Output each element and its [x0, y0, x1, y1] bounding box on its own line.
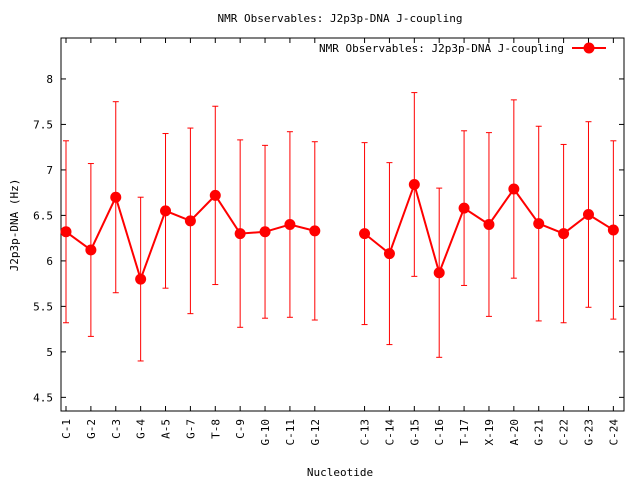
y-tick-label: 5 [46, 346, 53, 359]
data-point [259, 226, 271, 238]
data-point [234, 228, 246, 240]
x-tick-label: T-17 [458, 419, 471, 446]
y-tick-label: 8 [46, 73, 53, 86]
x-tick-label: T-8 [209, 419, 222, 439]
y-axis: 4.5 5 5.5 6 6.5 7 7.5 8 [33, 73, 624, 404]
x-tick-label: C-9 [234, 419, 247, 439]
data-point [85, 244, 97, 256]
series-points [60, 178, 619, 285]
x-tick-label: G-23 [582, 419, 595, 446]
x-tick-label: A-20 [508, 419, 521, 446]
x-axis: C-1 G-2 C-3 G-4 A-5 G-7 T-8 C-9 G-10 C-11 G-12 C-13… [60, 38, 620, 446]
legend: NMR Observables: J2p3p-DNA J-coupling [319, 42, 606, 55]
data-point [110, 191, 122, 203]
data-point [135, 273, 147, 285]
data-point [433, 267, 445, 279]
data-point [582, 208, 594, 220]
data-point [533, 218, 545, 230]
y-tick-label: 6.5 [33, 209, 53, 222]
data-point [558, 228, 570, 240]
x-tick-label: G-7 [184, 419, 197, 439]
legend-marker [583, 42, 595, 54]
data-point [184, 215, 196, 227]
legend-label: NMR Observables: J2p3p-DNA J-coupling [319, 42, 564, 55]
chart-title: NMR Observables: J2p3p-DNA J-coupling [217, 12, 462, 25]
data-point [483, 219, 495, 230]
x-tick-label: G-4 [135, 419, 148, 439]
x-tick-label: C-14 [383, 419, 396, 446]
x-tick-label: C-22 [558, 419, 571, 446]
data-point [458, 202, 470, 214]
x-tick-label: G-15 [408, 419, 421, 446]
x-tick-label: X-19 [483, 419, 496, 446]
x-tick-label: G-12 [309, 419, 322, 446]
error-bars [63, 92, 617, 362]
data-point [359, 228, 371, 240]
data-point [309, 225, 321, 237]
y-tick-label: 7.5 [33, 118, 53, 131]
y-tick-label: 5.5 [33, 300, 53, 313]
x-axis-label: Nucleotide [307, 466, 373, 479]
data-point [284, 219, 296, 230]
y-tick-label: 7 [46, 164, 53, 177]
x-tick-label: C-24 [607, 419, 620, 446]
data-point [160, 205, 172, 217]
y-tick-label: 4.5 [33, 391, 53, 404]
x-tick-label: A-5 [160, 419, 173, 439]
data-point [408, 178, 420, 190]
data-point [60, 226, 72, 238]
x-tick-label: C-1 [60, 419, 73, 439]
data-point [383, 248, 395, 260]
x-tick-label: C-11 [284, 419, 297, 446]
data-point [508, 183, 520, 195]
data-point [209, 189, 221, 201]
data-point [607, 224, 619, 236]
x-tick-label: C-13 [359, 419, 372, 446]
series-lines [65, 181, 614, 283]
y-axis-label: J2p3p-DNA (Hz) [8, 179, 21, 272]
y-tick-label: 6 [46, 255, 53, 268]
plot-area [60, 37, 625, 412]
x-tick-label: C-16 [433, 419, 446, 446]
x-tick-label: G-10 [259, 419, 272, 446]
x-tick-label: G-21 [533, 419, 546, 446]
x-tick-label: C-3 [110, 419, 123, 439]
x-tick-label: G-2 [85, 419, 98, 439]
